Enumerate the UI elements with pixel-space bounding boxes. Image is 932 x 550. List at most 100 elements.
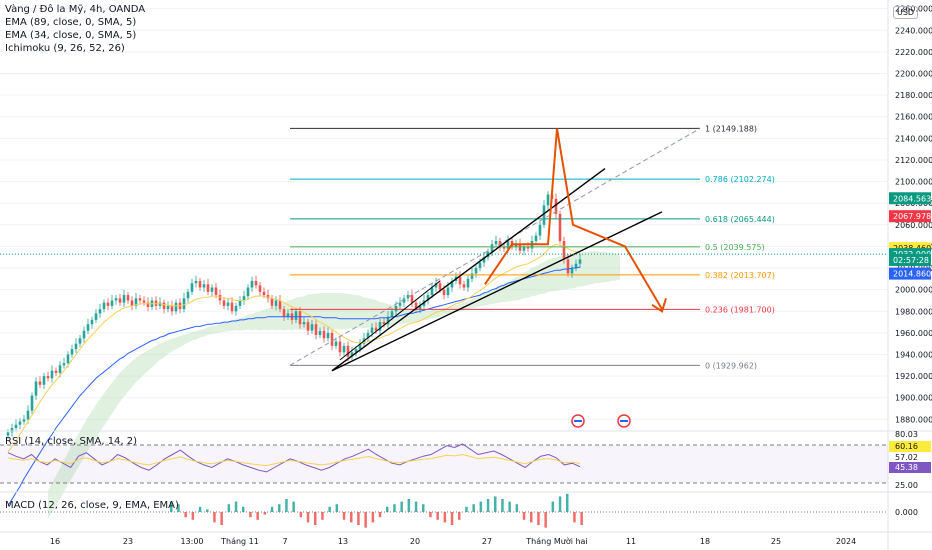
candle-body xyxy=(126,295,130,301)
candle-body xyxy=(186,291,190,299)
candle-body xyxy=(310,324,314,331)
price-tick-label: 2240.000 xyxy=(895,26,932,35)
indicator-ichimoku-label[interactable]: Ichimoku (9, 26, 52, 26) xyxy=(5,43,125,54)
candle-body xyxy=(534,235,538,242)
macd-histogram-bar xyxy=(378,512,382,518)
candle-body xyxy=(134,298,138,306)
candle-body xyxy=(562,241,566,260)
candle-body xyxy=(354,349,358,353)
macd-histogram-bar xyxy=(558,496,562,512)
time-tick-label: 2024 xyxy=(836,537,856,546)
candle-body xyxy=(326,332,330,339)
price-tick-label: 2060.000 xyxy=(895,221,932,230)
macd-histogram-bar xyxy=(494,496,497,512)
candle-body xyxy=(230,302,234,312)
macd-histogram-bar xyxy=(242,506,245,512)
candle-body xyxy=(138,298,142,301)
channel-inner-line xyxy=(339,280,441,361)
fib-label: 0.5 (2039.575) xyxy=(705,243,765,252)
candle-body xyxy=(114,298,118,301)
candle-body xyxy=(450,281,454,288)
time-axis[interactable]: 16 23 13:00 Tháng 11 7 13 20 27 Tháng Mười hai 11… xyxy=(0,531,932,546)
candle-body xyxy=(250,281,254,288)
symbol-title[interactable]: Vàng / Đô la Mỹ, 4h, OANDA xyxy=(5,4,146,15)
candle-body xyxy=(94,313,98,320)
candle-body xyxy=(410,295,414,303)
candle-body xyxy=(518,244,522,251)
candle-body xyxy=(398,302,402,306)
time-tick-label: 11 xyxy=(626,537,636,546)
candle-body xyxy=(302,322,306,325)
candle-body xyxy=(438,283,442,290)
candle-body xyxy=(82,330,86,339)
macd-histogram-bar xyxy=(407,499,411,512)
candle-body xyxy=(394,305,398,312)
candle-body xyxy=(190,283,194,292)
candle-body xyxy=(314,324,318,336)
macd-histogram-bar xyxy=(191,512,195,520)
price-tick-label: 1920.000 xyxy=(895,372,932,381)
candlesticks xyxy=(6,190,582,439)
ema89-line xyxy=(7,266,581,507)
time-tick-label: 18 xyxy=(700,537,710,546)
candle-body xyxy=(50,370,54,379)
candle-body xyxy=(142,300,146,303)
projection-arrowhead xyxy=(651,298,667,313)
candle-body xyxy=(70,349,74,355)
macd-histogram-bar xyxy=(522,512,526,520)
candle-body xyxy=(210,287,214,292)
candle-body xyxy=(526,246,530,249)
candle-body xyxy=(110,300,114,306)
candle-body xyxy=(98,309,102,314)
price-tick-label: 1960.000 xyxy=(895,329,932,338)
candle-body xyxy=(54,370,58,373)
macd-histogram-bar xyxy=(270,506,274,512)
macd-label[interactable]: MACD (12, 26, close, 9, EMA, EMA) xyxy=(5,500,179,511)
candle-body xyxy=(514,244,518,247)
macd-histogram-bar xyxy=(364,512,367,528)
time-tick-label: 25 xyxy=(771,537,781,546)
price-tick-label: 1900.000 xyxy=(895,394,932,403)
economic-events[interactable] xyxy=(571,414,631,428)
time-tick-label: 13 xyxy=(338,537,348,546)
candle-body xyxy=(386,316,390,325)
macd-histogram-bar xyxy=(285,499,288,512)
candle-body xyxy=(350,352,354,357)
macd-histogram-bar xyxy=(299,512,303,518)
candle-body xyxy=(382,322,386,325)
macd-histogram-bar xyxy=(429,512,432,518)
price-tick-label: 2000.000 xyxy=(895,286,932,295)
macd-histogram-bar xyxy=(566,493,569,512)
candle-body xyxy=(338,341,342,353)
price-tick-label: 2180.000 xyxy=(895,91,932,100)
candle-body xyxy=(482,257,486,263)
candle-body xyxy=(442,289,446,296)
macd-histogram-bar xyxy=(321,512,324,520)
candle-body xyxy=(194,281,198,284)
time-tick-label: 13:00 xyxy=(180,537,203,546)
candle-body xyxy=(462,284,466,288)
candle-body xyxy=(294,311,298,320)
fib-trend-line xyxy=(289,127,701,366)
currency-badge[interactable]: USD xyxy=(893,6,919,19)
candle-body xyxy=(218,295,222,301)
macd-histogram-bar xyxy=(342,512,346,520)
candle-body xyxy=(26,410,30,420)
price-tick-label: 2100.000 xyxy=(895,178,932,187)
channel-upper-line xyxy=(331,168,606,372)
candle-body xyxy=(390,311,394,317)
indicator-ema89-label[interactable]: EMA (89, close, 0, SMA, 5) xyxy=(5,17,137,28)
rsi-label[interactable]: RSI (14, close, SMA, 14, 2) xyxy=(5,436,138,447)
price-tick-label: 2120.000 xyxy=(895,156,932,165)
candle-body xyxy=(102,302,106,310)
candle-body xyxy=(170,305,174,312)
candle-body xyxy=(38,381,42,385)
indicator-ema34-label[interactable]: EMA (34, close, 0, SMA, 5) xyxy=(5,30,137,41)
candle-body xyxy=(6,432,10,436)
candle-body xyxy=(122,295,126,303)
price-tick-label: 2200.000 xyxy=(895,69,932,78)
candle-body xyxy=(66,354,70,364)
macd-histogram-bar xyxy=(213,512,216,523)
